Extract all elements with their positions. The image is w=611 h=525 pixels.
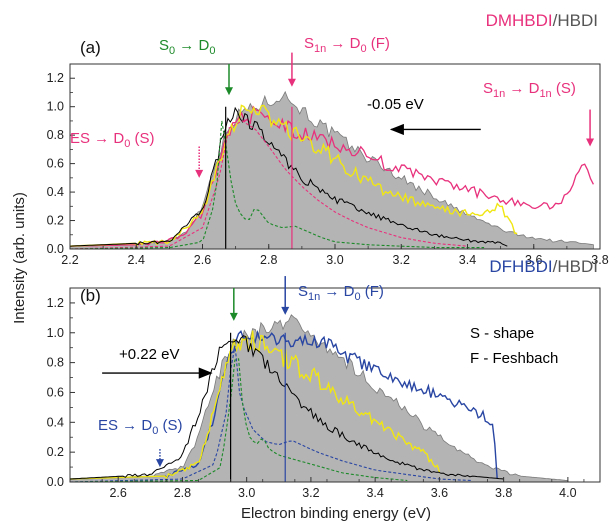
panel-b-y-tick-label: 0.6 xyxy=(47,385,64,399)
panel-a-series-pink xyxy=(69,105,594,247)
panel-b-x-tick-label: 2.8 xyxy=(174,486,191,500)
panel-b-legend-line-0: S - shape xyxy=(470,325,534,342)
panel-b-x-tick-label: 3.0 xyxy=(238,486,255,500)
panel-a-series-black xyxy=(69,106,508,247)
panel-b-arrowhead-1 xyxy=(281,306,290,315)
panel-a-label: (a) xyxy=(80,38,101,57)
panel-b-x-tick-label: 4.0 xyxy=(559,486,576,500)
panel-a-series-gray-fill xyxy=(69,90,594,250)
panel-b-series-green-dash xyxy=(70,358,408,483)
panel-a-title: DMHBDI/HBDI xyxy=(486,11,598,30)
panel-b-x-tick-label: 3.6 xyxy=(431,486,448,500)
panel-a-annotation-2: ES → D0 (S) xyxy=(70,130,154,150)
panel-a-x-tick-label: 2.6 xyxy=(194,253,211,267)
panel-a-x-tick-label: 3.8 xyxy=(591,253,608,267)
panel-a-y-tick-label: 0.8 xyxy=(47,128,64,142)
panel-a-x-tick-label: 2.2 xyxy=(61,253,78,267)
panel-a-y-tick-label: 0.2 xyxy=(47,214,64,228)
panel-b-x-tick-label: 3.4 xyxy=(366,486,383,500)
panel-b-arrowhead-2 xyxy=(155,459,164,468)
panel-b-y-tick-label: 1.0 xyxy=(47,326,64,340)
panel-b-y-tick-label: 1.2 xyxy=(47,296,64,310)
panel-a-y-tick-label: 0.0 xyxy=(47,242,64,256)
panel-b-shift-label: +0.22 eV xyxy=(119,346,179,363)
panel-a-x-tick-label: 3.2 xyxy=(393,253,410,267)
panel-a-x-tick-label: 2.4 xyxy=(128,253,145,267)
panel-a-series-yellow xyxy=(69,104,518,247)
panel-b-axes-frame xyxy=(69,287,601,483)
panel-b-title: DFHBDI/HBDI xyxy=(489,257,598,276)
panel-b-series-blue-dash xyxy=(69,345,472,483)
panel-a-x-tick-label: 3.0 xyxy=(326,253,343,267)
panel-a-arrowhead-0 xyxy=(225,87,233,96)
panel-b-annotation-2: ES → D0 (S) xyxy=(98,417,182,437)
panel-a-series-green-dash xyxy=(69,120,485,250)
panel-b-arrowhead-0 xyxy=(229,312,238,321)
y-axis-label: Intensity (arb. units) xyxy=(11,192,28,324)
panel-a-arrowhead-3 xyxy=(586,138,595,147)
panel-a-x-tick-label: 3.4 xyxy=(459,253,476,267)
panel-a-annotation-0: S0 → D0 xyxy=(159,37,215,57)
panel-a-annotation-3: S1n → D1n (S) xyxy=(483,80,576,100)
panel-b-y-tick-label: 0.2 xyxy=(47,445,64,459)
panel-a-x-tick-label: 3.6 xyxy=(525,253,542,267)
panel-a-y-tick-label: 0.4 xyxy=(47,185,64,199)
panel-a-y-tick-label: 1.2 xyxy=(47,71,64,85)
panel-b-y-tick-label: 0.4 xyxy=(47,415,64,429)
panel-a-y-tick-label: 0.6 xyxy=(47,157,64,171)
panel-b-series-black xyxy=(69,335,504,480)
panel-a-x-tick-label: 2.8 xyxy=(260,253,277,267)
panel-a-arrowhead-2 xyxy=(195,169,204,178)
panel-b-x-tick-label: 2.6 xyxy=(109,486,126,500)
panel-b-chart: 2.6 2.8 3.0 3.2 3.4 3.6 3.8 4.0 0.0 0.2 0.4 0.6 0.8 1… xyxy=(47,257,601,500)
panel-b-legend-line-1: F - Feshbach xyxy=(470,350,558,367)
panel-a-chart: 2.2 2.4 2.6 2.8 3.0 3.2 3.4 3.6 3.8 0.0 0.2 0.4 0.6 0… xyxy=(47,11,609,267)
panel-b-y-tick-label: 0.0 xyxy=(47,475,64,489)
panel-b-label: (b) xyxy=(80,286,101,305)
panel-a-y-tick-label: 1.0 xyxy=(47,100,64,114)
panel-b-x-tick-label: 3.2 xyxy=(302,486,319,500)
x-axis-label: Electron binding energy (eV) xyxy=(241,505,431,522)
panel-b-annotation-1: S1n → D0 (F) xyxy=(298,283,384,303)
panel-b-y-tick-label: 0.8 xyxy=(47,356,64,370)
panel-a-arrowhead-1 xyxy=(287,78,296,87)
panel-a-shift-label: -0.05 eV xyxy=(367,96,424,113)
panel-b-series-gray-fill xyxy=(69,314,569,483)
panel-a-annotation-1: S1n → D0 (F) xyxy=(304,35,390,55)
panel-b-x-tick-label: 3.8 xyxy=(495,486,512,500)
